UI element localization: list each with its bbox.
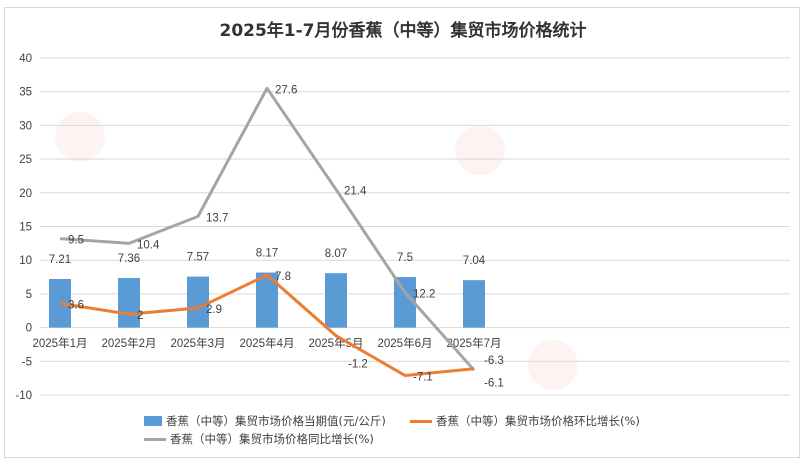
line-data-label: 21.4 — [344, 185, 367, 197]
legend-swatch — [144, 437, 166, 441]
x-tick-label: 2025年5月 — [309, 336, 364, 350]
chart-title: 2025年1-7月份香蕉（中等）集贸市场价格统计 — [219, 21, 587, 41]
line-data-label: 3.6 — [68, 299, 84, 311]
line-data-label: 7.8 — [275, 271, 291, 283]
series-line — [59, 86, 476, 372]
x-tick-label: 2025年4月 — [240, 336, 295, 350]
line-data-label: 13.7 — [206, 212, 228, 224]
legend-label: 香蕉（中等）集贸市场价格当期值(元/公斤) — [166, 414, 386, 428]
y-tick-label: 10 — [19, 255, 32, 267]
bar — [49, 279, 71, 328]
y-tick-label: 0 — [26, 323, 32, 335]
bar — [394, 277, 416, 328]
legend-item-mom: 香蕉（中等）集贸市场价格环比增长(%) — [410, 413, 640, 429]
legend-label: 香蕉（中等）集贸市场价格同比增长(%) — [170, 432, 374, 446]
y-tick-label: 20 — [19, 188, 32, 200]
series-line — [59, 273, 475, 377]
bar — [463, 280, 485, 328]
y-tick-label: -5 — [22, 356, 32, 368]
line-data-label: -6.3 — [484, 355, 504, 367]
line-data-label: 2 — [137, 310, 143, 322]
x-tick-label: 2025年7月 — [447, 336, 502, 350]
bar — [187, 276, 209, 328]
watermark-logo — [455, 125, 505, 175]
bar-data-label: 8.17 — [256, 248, 278, 260]
y-tick-label: 30 — [19, 120, 32, 132]
y-tick-label: 15 — [19, 222, 32, 234]
bar — [325, 273, 347, 328]
bar-data-label: 7.21 — [49, 254, 71, 266]
line-data-label: -1.2 — [348, 359, 368, 371]
x-tick-label: 2025年6月 — [378, 336, 433, 350]
x-tick-label: 2025年1月 — [33, 336, 88, 350]
chart-frame — [4, 7, 800, 458]
bar-data-label: 7.57 — [187, 252, 209, 264]
y-tick-label: 40 — [19, 53, 32, 65]
legend-swatch — [144, 416, 162, 426]
y-tick-label: 35 — [19, 87, 32, 99]
bar — [118, 277, 140, 328]
bar-data-label: 8.07 — [325, 248, 347, 260]
line-data-label: -6.1 — [484, 378, 504, 390]
legend-item-bar: 香蕉（中等）集贸市场价格当期值(元/公斤) — [144, 413, 386, 429]
x-tick-label: 2025年2月 — [102, 336, 157, 350]
legend-swatch — [410, 419, 432, 423]
line-data-label: 12.2 — [413, 289, 435, 301]
legend-item-yoy: 香蕉（中等）集贸市场价格同比增长(%) — [144, 431, 374, 447]
x-tick-label: 2025年3月 — [171, 336, 226, 350]
bar-data-label: 7.5 — [397, 252, 413, 264]
legend-label: 香蕉（中等）集贸市场价格环比增长(%) — [436, 414, 640, 428]
line-data-label: 2.9 — [206, 304, 222, 316]
watermark-logo — [528, 340, 578, 390]
bar-data-label: 7.04 — [463, 255, 486, 267]
y-tick-label: 25 — [19, 154, 32, 166]
y-tick-label: 5 — [26, 289, 32, 301]
line-data-label: 27.6 — [275, 84, 297, 96]
line-data-label: 9.5 — [68, 235, 84, 247]
bar — [256, 272, 278, 328]
watermark-logo — [55, 112, 105, 162]
line-data-label: -7.1 — [413, 371, 433, 383]
line-data-label: 10.4 — [137, 239, 160, 251]
bar-data-label: 7.36 — [118, 253, 140, 265]
y-tick-label: -10 — [15, 390, 32, 402]
